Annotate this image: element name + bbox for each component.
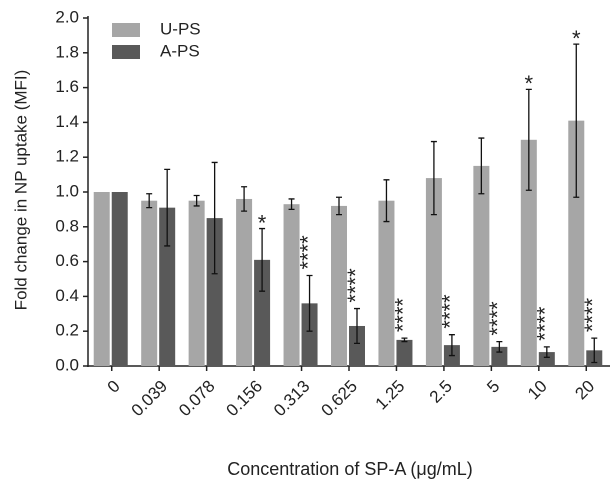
error-bar bbox=[573, 43, 580, 198]
bar bbox=[491, 346, 508, 366]
error-bar bbox=[401, 337, 408, 343]
error-bar bbox=[259, 227, 266, 292]
y-tick-label: 1.0 bbox=[55, 181, 79, 200]
bar bbox=[568, 120, 585, 366]
y-tick-label: 1.6 bbox=[55, 77, 79, 96]
legend-label: U-PS bbox=[160, 19, 201, 38]
significance: **** bbox=[295, 235, 320, 270]
x-tick-label: 0.313 bbox=[270, 377, 314, 421]
error-bar bbox=[383, 179, 390, 223]
bar bbox=[141, 200, 158, 366]
bar bbox=[378, 200, 395, 366]
x-tick-label: 0.625 bbox=[317, 377, 361, 421]
error-bar bbox=[211, 161, 218, 275]
x-tick-label: 0.078 bbox=[175, 377, 219, 421]
y-tick-label: 1.4 bbox=[55, 112, 79, 131]
error-bar bbox=[430, 140, 437, 216]
bar bbox=[254, 259, 271, 366]
significance: * bbox=[525, 71, 534, 96]
bar bbox=[473, 165, 490, 366]
bar bbox=[188, 200, 205, 366]
x-tick-label: 1.25 bbox=[372, 377, 409, 414]
error-bar bbox=[336, 196, 342, 216]
error-bar bbox=[306, 274, 313, 332]
bar bbox=[206, 218, 223, 366]
bar bbox=[93, 192, 110, 366]
error-bar bbox=[448, 334, 455, 357]
error-bar bbox=[478, 137, 485, 195]
y-tick-label: 2.0 bbox=[55, 7, 79, 26]
y-tick-label: 0.0 bbox=[55, 355, 79, 374]
error-bar bbox=[146, 193, 153, 209]
x-axis-title: Concentration of SP-A (μg/mL) bbox=[227, 459, 472, 479]
bar bbox=[425, 178, 442, 366]
bar bbox=[236, 198, 253, 366]
bar bbox=[283, 204, 300, 366]
bar bbox=[301, 303, 318, 366]
y-tick-label: 0.8 bbox=[55, 216, 79, 235]
significance: **** bbox=[390, 297, 415, 332]
significance: **** bbox=[580, 297, 605, 332]
x-tick-label: 2.5 bbox=[426, 377, 456, 407]
error-bar bbox=[591, 337, 598, 364]
bar bbox=[520, 139, 537, 366]
y-tick-label: 1.2 bbox=[55, 147, 79, 166]
bar bbox=[349, 325, 365, 366]
y-tick-label: 0.4 bbox=[55, 286, 79, 305]
significance: * bbox=[258, 210, 267, 235]
significance: * bbox=[572, 26, 581, 51]
y-axis-title: Fold change in NP uptake (MFI) bbox=[11, 70, 30, 311]
error-bar bbox=[288, 198, 295, 211]
error-bar bbox=[496, 340, 503, 353]
bar bbox=[331, 205, 347, 366]
significance: **** bbox=[438, 294, 463, 329]
x-tick-label: 0 bbox=[104, 377, 124, 397]
significance: **** bbox=[343, 268, 368, 303]
bar bbox=[111, 192, 128, 366]
x-tick-label: 10 bbox=[524, 377, 551, 404]
error-bar bbox=[525, 88, 532, 191]
x-tick-label: 20 bbox=[571, 377, 598, 404]
error-bar bbox=[193, 194, 200, 207]
x-tick-label: 0.039 bbox=[128, 377, 172, 421]
x-tick-label: 0.156 bbox=[223, 377, 267, 421]
legend-swatch bbox=[112, 45, 140, 59]
y-tick-label: 1.8 bbox=[55, 42, 79, 61]
y-tick-label: 0.6 bbox=[55, 251, 79, 270]
error-bar bbox=[354, 307, 360, 345]
y-tick-label: 0.2 bbox=[55, 321, 79, 340]
bar bbox=[396, 339, 413, 366]
significance: **** bbox=[533, 306, 558, 341]
legend-swatch bbox=[112, 23, 140, 37]
significance: **** bbox=[485, 301, 510, 336]
bar bbox=[159, 207, 176, 366]
error-bar bbox=[543, 346, 550, 358]
bar bbox=[538, 352, 555, 366]
x-tick-label: 5 bbox=[483, 377, 503, 397]
error-bar bbox=[164, 168, 171, 247]
error-bar bbox=[241, 186, 248, 212]
legend-label: A-PS bbox=[160, 41, 200, 60]
